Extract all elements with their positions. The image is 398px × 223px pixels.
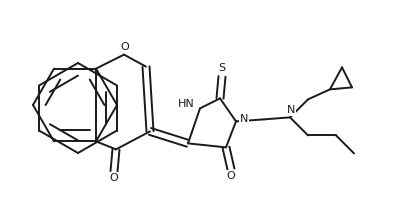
Text: S: S xyxy=(219,63,226,73)
Text: O: O xyxy=(109,173,118,183)
Text: HN: HN xyxy=(178,99,194,109)
Text: O: O xyxy=(121,42,129,52)
Text: N: N xyxy=(287,105,295,115)
Text: O: O xyxy=(226,171,235,181)
Text: N: N xyxy=(240,114,248,124)
